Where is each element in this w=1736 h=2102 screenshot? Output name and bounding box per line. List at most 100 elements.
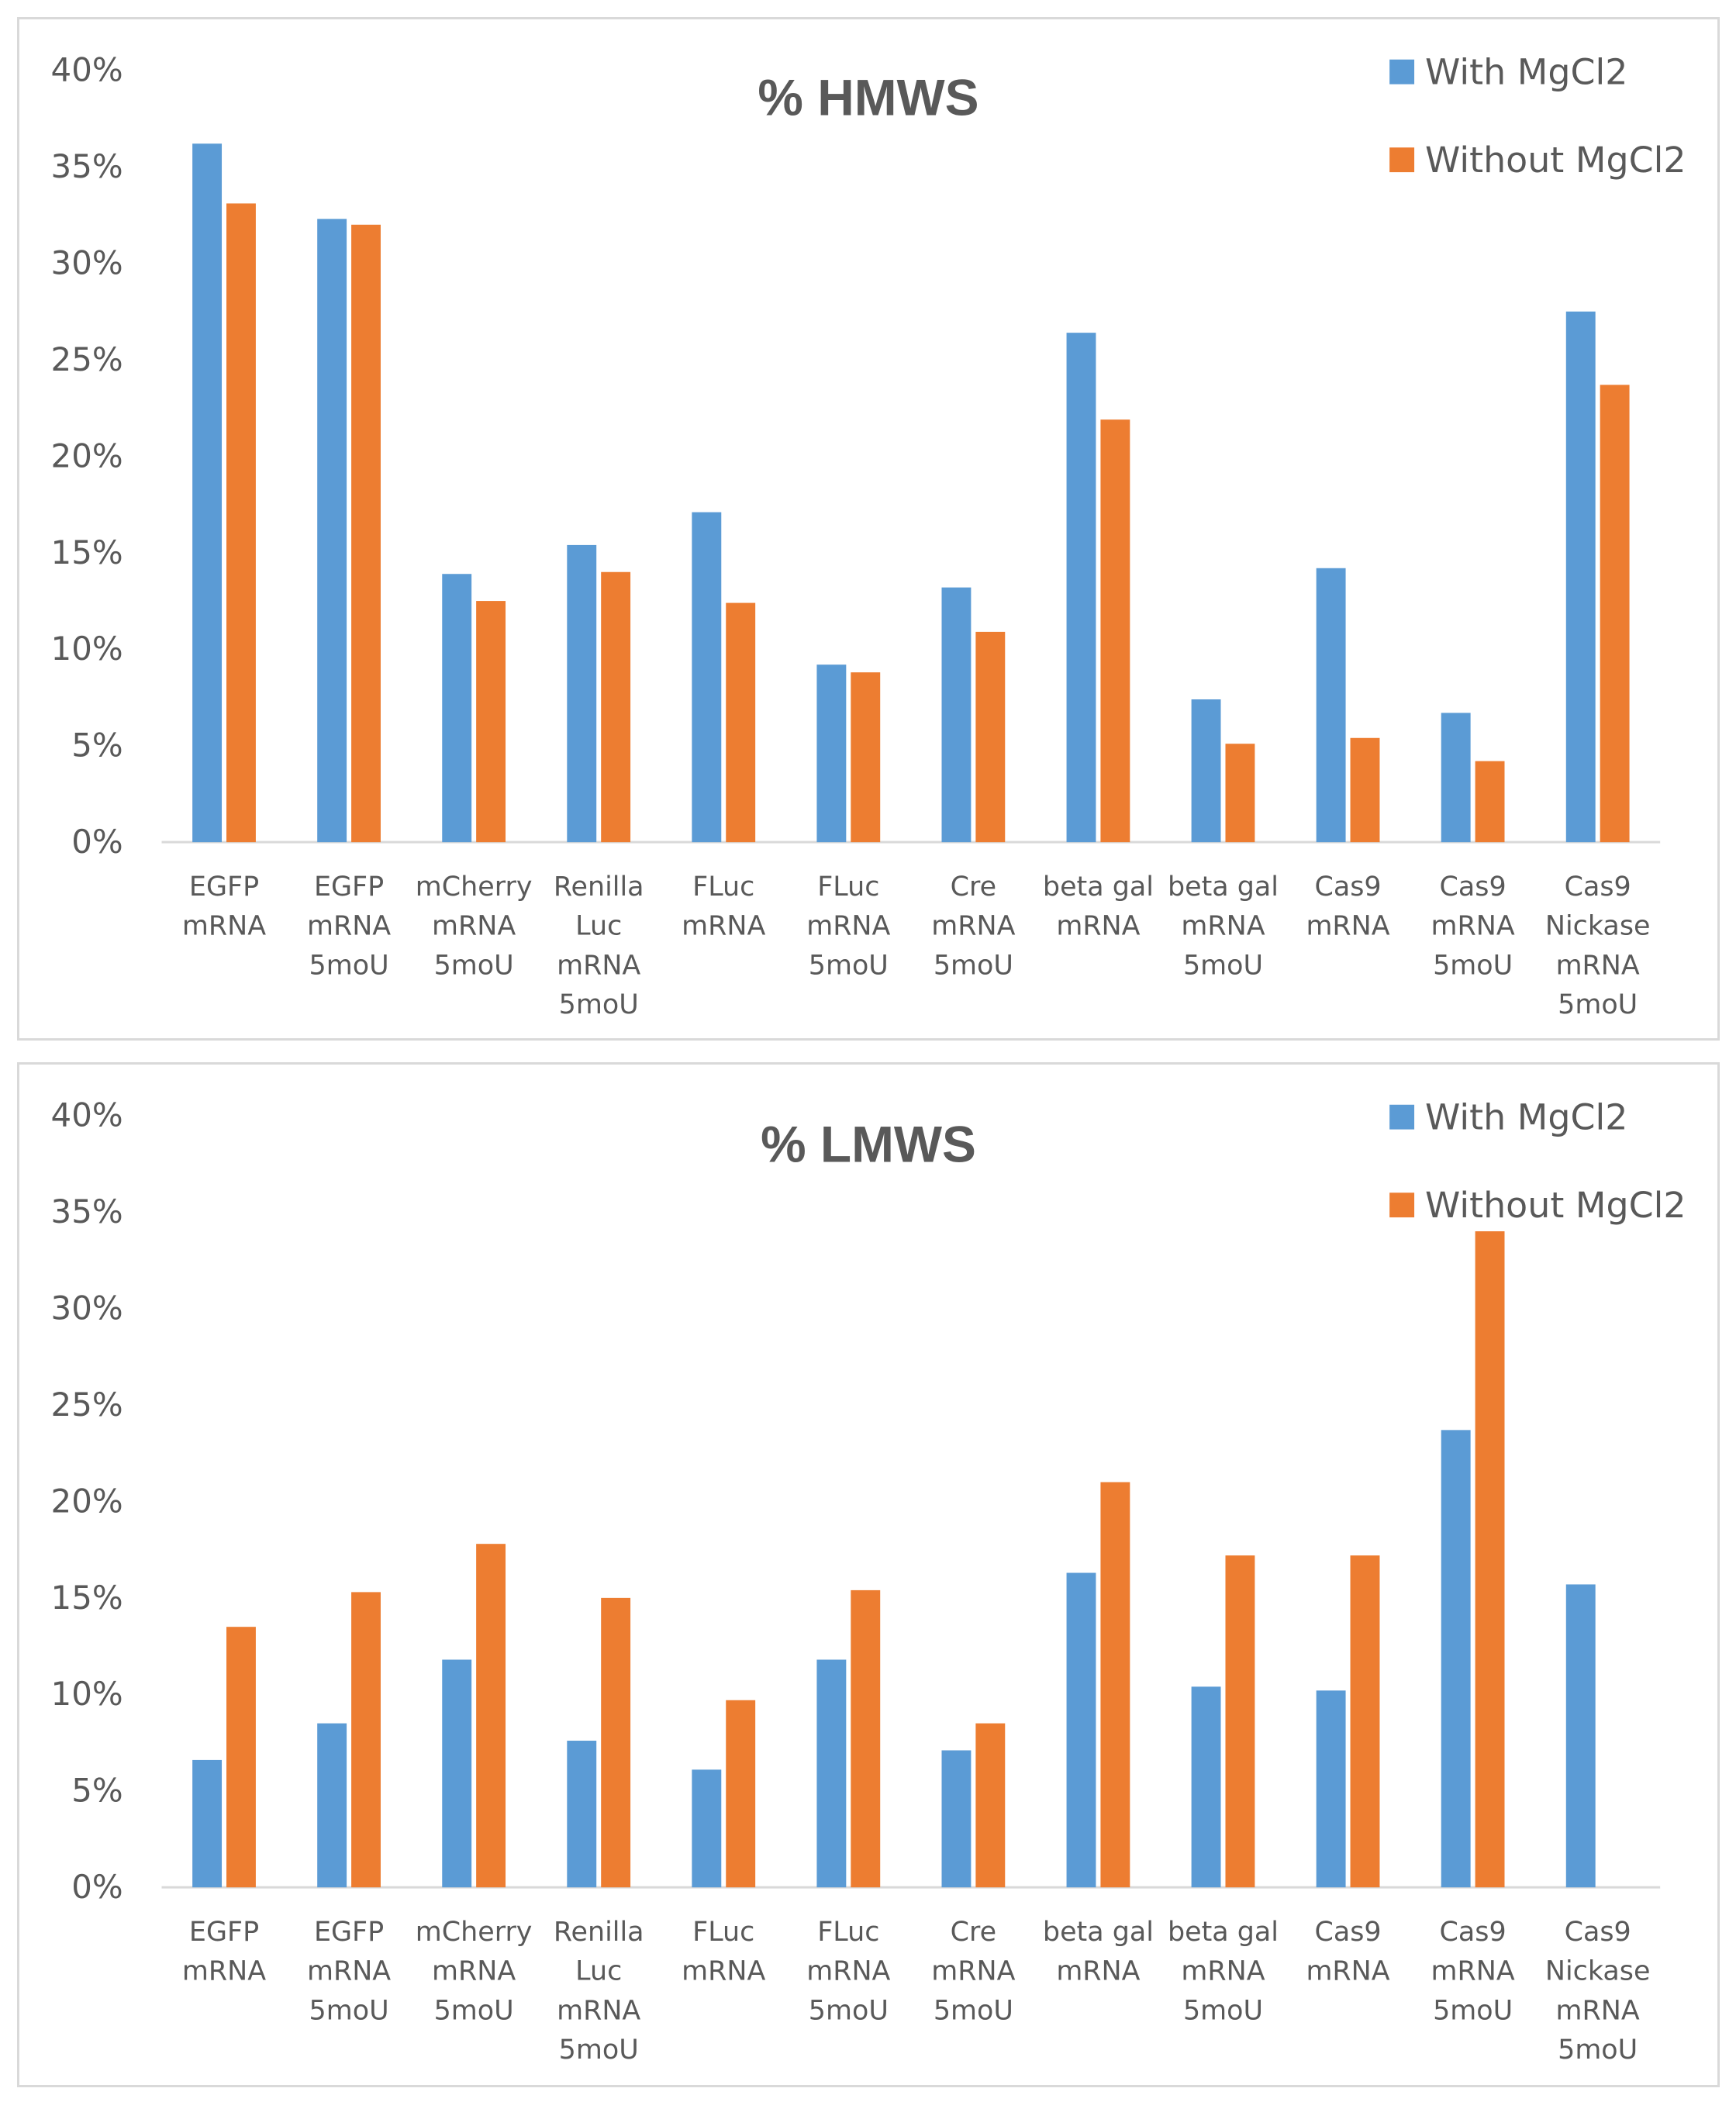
bar-without-mgcl2 (1600, 385, 1630, 843)
bar-with-mgcl2 (1316, 1690, 1346, 1888)
bar-with-mgcl2 (317, 1723, 347, 1888)
category-label: 5moU (934, 1995, 1013, 2026)
category-label: EGFP (189, 872, 259, 903)
category-label: mRNA (1556, 950, 1640, 981)
chart-title: % LMWS (761, 1115, 976, 1172)
category-label: mRNA (557, 950, 640, 981)
legend-label-with-mgcl2: With MgCl2 (1425, 51, 1627, 93)
bar-without-mgcl2 (975, 631, 1006, 843)
category-label: 5moU (1433, 950, 1513, 981)
category-label: mCherry (416, 1917, 533, 1948)
category-label: mRNA (432, 911, 516, 942)
category-label: 5moU (434, 1995, 514, 2026)
bar-without-mgcl2 (476, 601, 506, 843)
y-tick-label: 35% (51, 1193, 123, 1230)
chart-legend: With MgCl2 Without MgCl2 (1389, 51, 1686, 181)
chart-title: % HMWS (758, 68, 978, 126)
y-tick-label: 25% (51, 340, 123, 378)
category-label: mRNA (1056, 911, 1140, 942)
category-label: mRNA (432, 1956, 516, 1987)
y-tick-label: 20% (51, 437, 123, 475)
category-label: mRNA (307, 911, 391, 942)
bar-with-mgcl2 (1565, 1584, 1596, 1888)
bar-with-mgcl2 (941, 1750, 972, 1888)
category-label: Cas9 (1565, 872, 1631, 903)
bar-without-mgcl2 (601, 1597, 631, 1888)
category-label: beta gal (1168, 872, 1279, 903)
bar-without-mgcl2 (1225, 744, 1255, 843)
legend-swatch-without-mgcl2 (1389, 1193, 1415, 1218)
category-label: beta gal (1043, 872, 1154, 903)
category-label: Cas9 (1314, 1917, 1381, 1948)
bar-with-mgcl2 (317, 219, 347, 843)
bar-without-mgcl2 (476, 1544, 506, 1888)
bar-with-mgcl2 (692, 1769, 722, 1888)
y-tick-label: 30% (51, 244, 123, 282)
category-label: mRNA (1556, 1995, 1640, 2026)
category-label: Cas9 (1314, 872, 1381, 903)
category-label: EGFP (314, 872, 384, 903)
category-label: mRNA (182, 911, 266, 942)
bar-with-mgcl2 (1066, 333, 1096, 843)
bar-without-mgcl2 (1475, 1231, 1505, 1888)
bar-without-mgcl2 (1100, 419, 1130, 843)
category-label: mRNA (682, 911, 765, 942)
category-label: Cre (951, 872, 996, 903)
category-label: Nickase (1545, 911, 1651, 942)
bar-with-mgcl2 (1441, 713, 1471, 843)
hmws-chart-panel: % HMWS With MgCl2 Without MgCl2 0% 5% 10% 1… (17, 17, 1720, 1041)
category-label: Cre (951, 1917, 996, 1948)
category-label: 5moU (559, 989, 639, 1020)
category-label: 5moU (1183, 1995, 1263, 2026)
category-label: 5moU (434, 950, 514, 981)
bar-with-mgcl2 (816, 664, 847, 843)
y-tick-label: 10% (51, 630, 123, 668)
chart-legend: With MgCl2 Without MgCl2 (1389, 1096, 1686, 1226)
category-label: FLuc (692, 872, 754, 903)
y-tick-label: 40% (51, 51, 123, 89)
y-tick-label: 0% (71, 823, 123, 861)
y-tick-label: 5% (71, 1772, 123, 1810)
bar-without-mgcl2 (726, 602, 756, 843)
bar-with-mgcl2 (1191, 1686, 1221, 1888)
bar-with-mgcl2 (192, 143, 223, 843)
category-label: beta gal (1043, 1917, 1154, 1948)
bar-with-mgcl2 (1191, 699, 1221, 843)
bar-with-mgcl2 (192, 1759, 223, 1888)
legend-swatch-with-mgcl2 (1389, 59, 1415, 85)
bar-without-mgcl2 (851, 1589, 881, 1888)
category-label: Luc (575, 1956, 622, 1987)
category-label: Nickase (1545, 1956, 1651, 1987)
category-label: FLuc (692, 1917, 754, 1948)
bar-without-mgcl2 (1350, 737, 1380, 843)
legend-label-without-mgcl2: Without MgCl2 (1425, 139, 1686, 181)
category-label: 5moU (934, 950, 1013, 981)
bar-without-mgcl2 (351, 1592, 381, 1888)
y-tick-label: 10% (51, 1675, 123, 1713)
legend-label-with-mgcl2: With MgCl2 (1425, 1096, 1627, 1138)
bar-without-mgcl2 (851, 672, 881, 843)
bar-with-mgcl2 (567, 544, 597, 843)
category-label: Cas9 (1440, 1917, 1506, 1948)
category-label: mRNA (682, 1956, 765, 1987)
category-label: beta gal (1168, 1917, 1279, 1948)
category-label: EGFP (189, 1917, 259, 1948)
category-label: mRNA (307, 1956, 391, 1987)
bar-without-mgcl2 (1475, 761, 1505, 843)
bar-without-mgcl2 (975, 1723, 1006, 1888)
bar-with-mgcl2 (567, 1741, 597, 1888)
legend-swatch-without-mgcl2 (1389, 147, 1415, 173)
category-label: mRNA (182, 1956, 266, 1987)
y-tick-label: 40% (51, 1096, 123, 1134)
bar-without-mgcl2 (351, 224, 381, 843)
category-label: Cas9 (1565, 1917, 1631, 1948)
category-label: 5moU (809, 1995, 889, 2026)
bar-without-mgcl2 (1225, 1555, 1255, 1888)
lmws-chart-panel: % LMWS With MgCl2 Without MgCl2 0% 5% 10% 1… (17, 1062, 1720, 2087)
lmws-chart: % LMWS With MgCl2 Without MgCl2 0% 5% 10% 1… (51, 1096, 1686, 2066)
category-label: 5moU (1558, 989, 1638, 1020)
bar-without-mgcl2 (726, 1700, 756, 1888)
category-label: mCherry (416, 872, 533, 903)
category-label: FLuc (817, 872, 879, 903)
y-tick-label: 35% (51, 147, 123, 185)
